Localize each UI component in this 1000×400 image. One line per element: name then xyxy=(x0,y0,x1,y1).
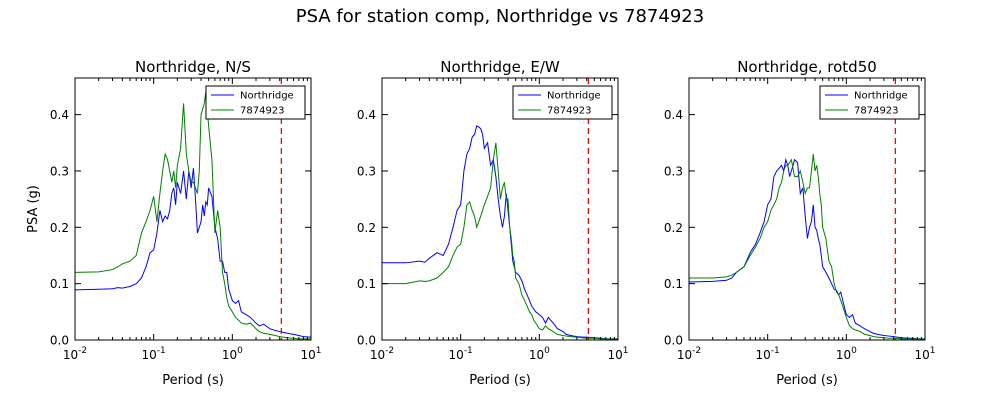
x-tick-label: 10-1 xyxy=(449,346,473,362)
legend-label: 7874923 xyxy=(547,106,592,117)
axes-frame xyxy=(381,77,619,341)
x-axis-label: Period (s) xyxy=(162,373,224,388)
y-tick-label: 0.3 xyxy=(357,164,376,178)
legend-label: 7874923 xyxy=(240,106,285,117)
panel-title: Northridge, E/W xyxy=(440,58,560,76)
x-tick-label: 10-1 xyxy=(756,346,780,362)
x-tick-label: 10-1 xyxy=(142,346,166,362)
y-tick-label: 0.2 xyxy=(357,221,376,235)
series-line xyxy=(689,157,925,340)
y-tick-label: 0.2 xyxy=(50,221,69,235)
legend: Northridge 7874923 xyxy=(512,85,613,120)
figure-title: PSA for station comp, Northridge vs 7874… xyxy=(296,6,704,27)
x-axis-label: Period (s) xyxy=(469,373,531,388)
series-line xyxy=(75,92,311,340)
axes-frame xyxy=(74,77,312,341)
x-axis-label: Period (s) xyxy=(776,373,838,388)
series-line xyxy=(75,168,311,338)
x-tick-label: 10-2 xyxy=(63,346,87,362)
series-line xyxy=(689,154,925,340)
x-tick-label: 101 xyxy=(300,346,321,362)
y-tick-label: 0.4 xyxy=(50,108,69,122)
y-tick-label: 0.4 xyxy=(664,108,683,122)
y-tick-label: 0.2 xyxy=(664,221,683,235)
y-tick-label: 0.0 xyxy=(50,334,69,348)
legend-label: Northridge xyxy=(240,91,294,102)
axes-frame xyxy=(688,77,926,341)
chart-panel: Northridge, E/W 10-2 10-1 100 101 0.0 0.1 0.2 0.… xyxy=(357,58,629,388)
y-tick-label: 0.1 xyxy=(357,277,376,291)
y-tick-label: 0.4 xyxy=(357,108,376,122)
y-tick-label: 0.3 xyxy=(664,164,683,178)
x-tick-label: 101 xyxy=(607,346,628,362)
panel-title: Northridge, rotd50 xyxy=(737,58,877,76)
x-tick-label: 10-2 xyxy=(677,346,701,362)
panel-title: Northridge, N/S xyxy=(135,58,251,76)
x-tick-label: 100 xyxy=(222,346,243,362)
legend-label: 7874923 xyxy=(854,106,899,117)
y-axis-label: PSA (g) xyxy=(26,185,41,233)
plot-area xyxy=(689,78,925,340)
series-line xyxy=(382,142,618,340)
plot-area xyxy=(382,78,618,340)
legend: Northridge 7874923 xyxy=(205,85,306,120)
x-tick-label: 101 xyxy=(914,346,935,362)
legend-label: Northridge xyxy=(854,91,908,102)
plot-area xyxy=(75,78,311,340)
y-tick-label: 0.0 xyxy=(664,334,683,348)
chart-panel: Northridge, N/S 10-2 10-1 100 101 0.0 0.1 0.2 0.… xyxy=(26,58,322,388)
y-tick-label: 0.3 xyxy=(50,164,69,178)
legend-label: Northridge xyxy=(547,91,601,102)
legend: Northridge 7874923 xyxy=(819,85,920,120)
x-tick-label: 100 xyxy=(836,346,857,362)
y-tick-label: 0.0 xyxy=(357,334,376,348)
x-tick-label: 100 xyxy=(529,346,550,362)
y-tick-label: 0.1 xyxy=(50,277,69,291)
chart-panel: Northridge, rotd50 10-2 10-1 100 101 0.0 0.1 0.… xyxy=(664,58,936,388)
series-line xyxy=(382,125,618,340)
x-tick-label: 10-2 xyxy=(370,346,394,362)
y-tick-label: 0.1 xyxy=(664,277,683,291)
